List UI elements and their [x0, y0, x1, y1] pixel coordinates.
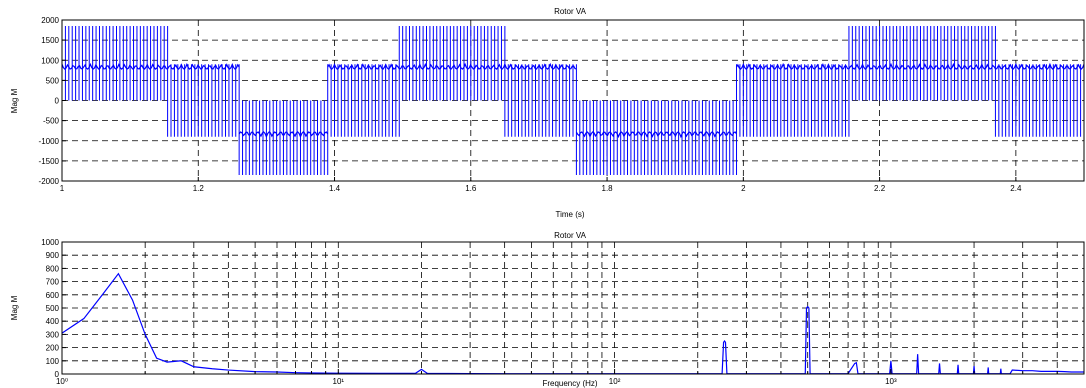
- chart1-ytick-label: -500: [43, 117, 60, 126]
- chart2-ytick-label: 400: [46, 317, 60, 326]
- chart1-title: Rotor VA: [554, 7, 587, 16]
- chart1-envelope: [399, 62, 506, 70]
- chart1-xtick-label: 2.2: [874, 184, 886, 193]
- chart1-signal: [61, 26, 1085, 175]
- time-domain-chart: Rotor VA Mag M Time (s) -2000-1500-1000-…: [10, 7, 1085, 219]
- chart2-ytick-label: 900: [46, 251, 60, 260]
- chart1-envelope: [327, 62, 400, 70]
- chart1-series-line: [61, 26, 1085, 175]
- chart2-ytick-label: 600: [46, 291, 60, 300]
- chart2-xtick-label: 10⁰: [56, 377, 68, 386]
- chart1-xtick-label: 2.4: [1010, 184, 1022, 193]
- chart2-ytick-label: 500: [46, 304, 60, 313]
- chart1-xtick-label: 1.4: [329, 184, 341, 193]
- chart1-xtick-label: 1: [60, 184, 65, 193]
- chart2-xtick-label: 10²: [609, 377, 621, 386]
- chart1-ytick-label: 1000: [41, 56, 59, 65]
- chart2-ytick-label: 200: [46, 344, 60, 353]
- chart2-title: Rotor VA: [554, 231, 587, 240]
- chart1-ticks: -2000 -1500 -1000 -500 0 500 1000 1500 2000 1 1.2 1…: [39, 16, 1022, 193]
- chart1-ytick-label: -2000: [39, 177, 60, 186]
- frequency-domain-chart: Rotor VA Mag M Frequency (Hz) 0 100 200 300…: [10, 231, 1085, 388]
- chart1-envelope: [61, 62, 168, 70]
- chart1-xlabel: Time (s): [555, 210, 584, 219]
- chart2-gridlines: [62, 242, 1085, 374]
- chart1-envelope: [736, 62, 850, 70]
- chart1-xtick-label: 1.8: [602, 184, 614, 193]
- chart1-envelope: [575, 131, 738, 139]
- chart2-ytick-label: 800: [46, 264, 60, 273]
- chart1-ytick-label: 1500: [41, 36, 59, 45]
- chart1-envelope: [848, 62, 996, 70]
- chart2-xtick-label: 10³: [885, 377, 897, 386]
- chart2-ytick-label: 700: [46, 278, 60, 287]
- chart1-ytick-label: -1000: [39, 137, 60, 146]
- chart2-ytick-label: 300: [46, 330, 60, 339]
- chart1-ytick-label: 2000: [41, 16, 59, 25]
- chart2-xlabel: Frequency (Hz): [542, 379, 597, 388]
- chart1-envelope: [504, 62, 577, 70]
- chart2-xtick-label: 10¹: [333, 377, 345, 386]
- chart1-xtick-label: 1.2: [193, 184, 205, 193]
- chart1-xtick-label: 1.6: [465, 184, 477, 193]
- chart2-ylabel: Mag M: [10, 295, 19, 320]
- chart1-ytick-label: -1500: [39, 157, 60, 166]
- chart2-ticks: 0 100 200 300 400 500 600 700 800 900 1000 10⁰ 10¹ 10…: [41, 238, 1085, 386]
- chart2-ytick-label: 1000: [41, 238, 59, 247]
- chart2-series-line: [61, 272, 1084, 375]
- chart2-ytick-label: 100: [46, 357, 60, 366]
- chart1-envelope: [167, 62, 240, 70]
- chart1-xtick-label: 2: [741, 184, 746, 193]
- chart2-ytick-label: 0: [55, 370, 60, 379]
- chart1-ylabel: Mag M: [10, 88, 19, 113]
- chart1-ytick-label: 500: [46, 76, 60, 85]
- chart2-spectrum: [61, 272, 1084, 375]
- chart1-ytick-label: 0: [55, 97, 60, 106]
